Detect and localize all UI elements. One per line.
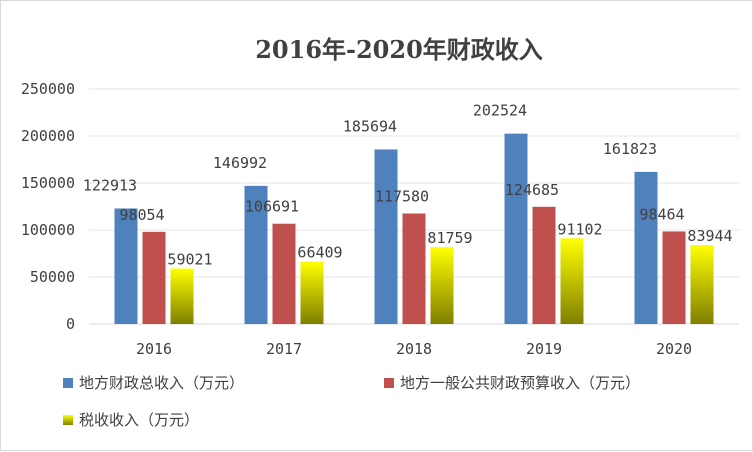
x-category-label: 2016 xyxy=(136,340,172,358)
legend-label: 地方一般公共财政预算收入（万元） xyxy=(400,374,640,392)
data-label: 81759 xyxy=(427,229,472,247)
data-label: 98464 xyxy=(639,205,684,223)
x-category-label: 2019 xyxy=(526,340,562,358)
data-label: 91102 xyxy=(557,220,602,238)
data-label: 106691 xyxy=(245,198,299,216)
bar-1-2019[interactable] xyxy=(504,133,528,324)
legend-label: 地方财政总收入（万元） xyxy=(79,374,244,392)
data-label: 117580 xyxy=(375,187,429,205)
legend-swatch xyxy=(63,378,73,388)
bar-3-2019[interactable] xyxy=(560,238,584,324)
bar-2-2016[interactable] xyxy=(142,231,166,324)
y-tick-label: 200000 xyxy=(21,127,75,145)
data-label: 124685 xyxy=(505,181,559,199)
bar-2-2017[interactable] xyxy=(272,223,296,324)
y-tick-label: 0 xyxy=(66,315,75,333)
bar-3-2016[interactable] xyxy=(170,268,194,324)
bar-1-2020[interactable] xyxy=(634,171,658,324)
bar-1-2018[interactable] xyxy=(374,149,398,324)
x-category-label: 2018 xyxy=(396,340,432,358)
data-label: 66409 xyxy=(297,244,342,262)
bar-1-2016[interactable] xyxy=(114,208,138,324)
x-category-label: 2017 xyxy=(266,340,302,358)
chart-title: 2016年-2020年财政收入 xyxy=(255,35,543,64)
bar-2-2018[interactable] xyxy=(402,213,426,324)
x-category-label: 2020 xyxy=(656,340,692,358)
data-label: 202524 xyxy=(473,102,527,120)
bar-2-2019[interactable] xyxy=(532,206,556,324)
data-label: 185694 xyxy=(343,117,397,135)
data-label: 146992 xyxy=(213,154,267,172)
y-tick-label: 150000 xyxy=(21,174,75,192)
legend-swatch xyxy=(63,415,73,425)
legend-label: 税收收入（万元） xyxy=(79,411,199,429)
bar-3-2017[interactable] xyxy=(300,261,324,324)
data-label: 122913 xyxy=(83,176,137,194)
y-tick-label: 250000 xyxy=(21,80,75,98)
bar-3-2018[interactable] xyxy=(430,247,454,324)
y-tick-label: 50000 xyxy=(30,268,75,286)
bar-2-2020[interactable] xyxy=(662,231,686,324)
y-tick-label: 100000 xyxy=(21,221,75,239)
bar-3-2020[interactable] xyxy=(690,245,714,324)
data-label: 83944 xyxy=(687,227,732,245)
data-label: 98054 xyxy=(119,206,164,224)
data-label: 59021 xyxy=(167,251,212,269)
data-label: 161823 xyxy=(603,140,657,158)
bar-1-2017[interactable] xyxy=(244,185,268,324)
legend-swatch xyxy=(384,378,394,388)
